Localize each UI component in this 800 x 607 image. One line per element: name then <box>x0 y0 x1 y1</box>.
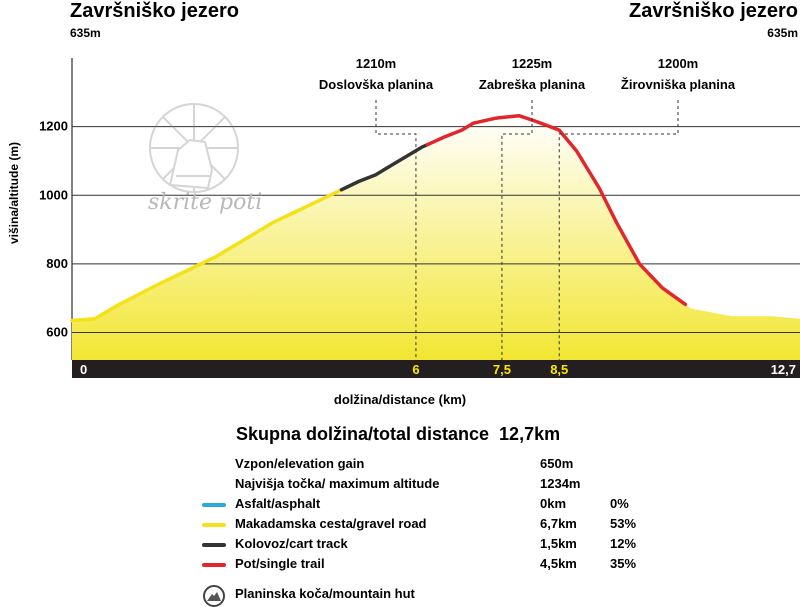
x-tick-label: 8,5 <box>550 362 568 377</box>
x-tick-label: 7,5 <box>493 362 511 377</box>
route-segment-2 <box>425 113 688 307</box>
stats-value: 650m <box>540 456 574 471</box>
end-location-name: Završniško jezero <box>629 0 798 22</box>
x-axis-label: dolžina/distance (km) <box>333 392 467 407</box>
waypoint-name: Doslovška planina <box>318 77 434 92</box>
stats-row-elevation-gain: Vzpon/elevation gain 650m <box>200 456 660 476</box>
elevation-area <box>72 115 800 360</box>
total-distance: Skupna dolžina/total distance 12,7km <box>236 424 560 445</box>
y-axis-label: višina/altitude (m) <box>7 141 21 245</box>
y-tick-label: 1200 <box>39 119 68 134</box>
end-location-altitude: 635m <box>767 26 798 40</box>
stats-percent: 0% <box>610 496 629 511</box>
stats-label: Asfalt/asphalt <box>235 496 321 511</box>
stats-value: 6,7km <box>540 516 577 531</box>
stats-row-cart-track: Kolovoz/cart track 1,5km 12% <box>200 536 660 556</box>
waypoint-name: Žirovniška planina <box>620 77 736 92</box>
elevation-profile-chart: 0 6 7,5 8,5 12,7 600 800 1000 1200 <box>39 58 800 378</box>
gravel-road-legend-swatch <box>202 523 226 527</box>
waypoint-leader-line <box>558 100 679 360</box>
mountain-hut-icon <box>203 585 225 607</box>
asphalt-legend-swatch <box>202 503 226 507</box>
stats-value: 1,5km <box>540 536 577 551</box>
watermark-logo <box>149 103 239 193</box>
watermark-text: skrite poti <box>148 190 263 215</box>
waypoint-name: Zabreška planina <box>478 77 586 92</box>
stats-label: Najvišja točka/ maximum altitude <box>235 476 440 491</box>
waypoint-altitude: 1200m <box>657 56 699 71</box>
y-tick-label: 800 <box>46 256 68 271</box>
stats-label: Kolovoz/cart track <box>235 536 348 551</box>
route-segment-1 <box>339 142 430 192</box>
stats-label: Makadamska cesta/gravel road <box>235 516 427 531</box>
stats-value: 4,5km <box>540 556 577 571</box>
total-distance-value: 12,7km <box>499 424 561 444</box>
waypoint-leader-line <box>501 100 533 360</box>
stats-label: Planinska koča/mountain hut <box>235 586 415 601</box>
total-distance-label: Skupna dolžina/total distance <box>236 424 490 444</box>
x-axis-bar <box>72 360 800 378</box>
stats-percent: 12% <box>610 536 637 551</box>
start-location-name: Završniško jezero <box>70 0 239 22</box>
stats-value: 1234m <box>540 476 581 491</box>
single-trail-legend-swatch <box>202 563 226 567</box>
stats-row-single-trail: Pot/single trail 4,5km 35% <box>200 556 660 576</box>
stats-label: Vzpon/elevation gain <box>235 456 365 471</box>
x-tick-label: 12,7 <box>771 362 796 377</box>
x-tick-label: 0 <box>80 362 87 377</box>
stats-table: Vzpon/elevation gain 650m Najvišja točka… <box>200 456 660 607</box>
stats-label: Pot/single trail <box>235 556 325 571</box>
cart-track-legend-swatch <box>202 543 226 547</box>
x-tick-label: 6 <box>412 362 419 377</box>
waypoint-leader-line <box>375 100 417 360</box>
stats-row-gravel-road: Makadamska cesta/gravel road 6,7km 53% <box>200 516 660 536</box>
waypoint-altitude: 1210m <box>355 56 397 71</box>
stats-row-mountain-hut: Planinska koča/mountain hut <box>200 585 660 607</box>
waypoint-altitude: 1225m <box>511 56 553 71</box>
stats-row-asphalt: Asfalt/asphalt 0km 0% <box>200 496 660 516</box>
y-tick-label: 600 <box>46 325 68 340</box>
y-tick-label: 1000 <box>39 187 68 202</box>
stats-percent: 53% <box>610 516 637 531</box>
stats-value: 0km <box>540 496 567 511</box>
stats-row-max-altitude: Najvišja točka/ maximum altitude 1234m <box>200 476 660 496</box>
stats-percent: 35% <box>610 556 637 571</box>
start-location-altitude: 635m <box>70 26 101 40</box>
route-segment-0 <box>70 188 344 323</box>
